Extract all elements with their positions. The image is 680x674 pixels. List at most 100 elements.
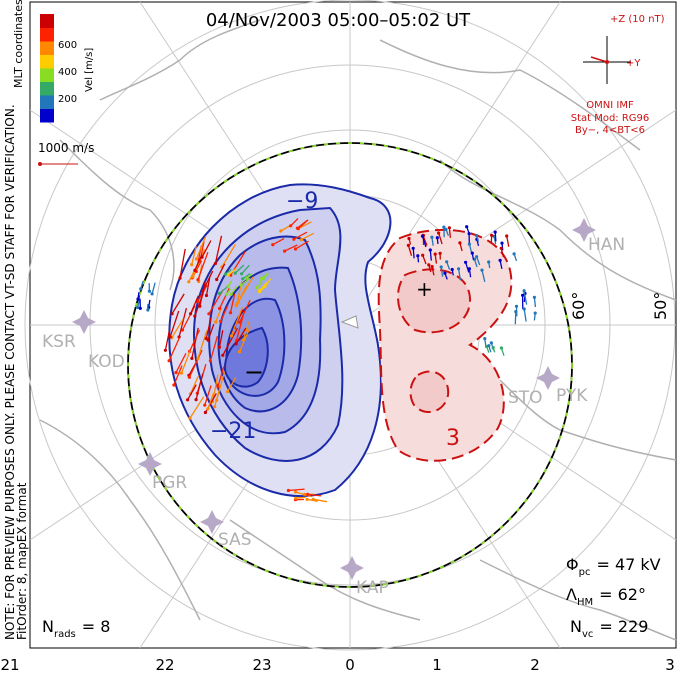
- velocity-vector-origin: [271, 243, 275, 247]
- velocity-vector-origin: [178, 276, 182, 280]
- velocity-vector: [218, 286, 228, 295]
- velocity-vector-origin: [490, 233, 494, 237]
- velocity-vector-origin: [283, 249, 287, 253]
- velocity-vector-origin: [435, 236, 439, 240]
- velocity-vector-origin: [521, 293, 525, 297]
- imf-condition: By−, 4<BT<6: [575, 125, 645, 136]
- velocity-vector-origin: [186, 398, 190, 402]
- velocity-vector: [288, 488, 305, 492]
- velocity-vector-origin: [217, 291, 221, 296]
- velocity-vector: [284, 244, 298, 252]
- velocity-vector: [280, 224, 291, 232]
- velocity-vector-origin: [240, 272, 244, 276]
- velocity-vector-origin: [294, 490, 298, 494]
- velocity-vector-origin: [172, 383, 176, 387]
- velocity-vector: [533, 297, 537, 308]
- velocity-vector-origin: [296, 227, 300, 231]
- velocity-vector-origin: [522, 289, 526, 293]
- mlt-tick-22: 22: [155, 656, 174, 674]
- velocity-vector-origin: [421, 253, 425, 257]
- velocity-vector-origin: [437, 231, 441, 235]
- contour-label-top: −9: [286, 189, 318, 214]
- velocity-vector-origin: [406, 243, 410, 247]
- velocity-vector-origin: [190, 356, 194, 360]
- velocity-vector: [171, 293, 185, 315]
- colorbar-swatch: [40, 14, 54, 28]
- velocity-vector: [260, 273, 269, 282]
- velocity-vector-origin: [416, 254, 420, 258]
- colorbar-tick-200: 200: [58, 94, 77, 105]
- velocity-vector: [219, 288, 230, 309]
- velocity-vector: [197, 330, 208, 359]
- velocity-vector-origin: [136, 305, 140, 310]
- lat-label-50: 50°: [651, 292, 670, 320]
- velocity-vector: [448, 227, 452, 238]
- velocity-vector: [175, 353, 187, 373]
- velocity-vector: [189, 396, 205, 419]
- velocity-vector: [189, 375, 199, 395]
- velocity-vector-origin: [204, 293, 209, 298]
- velocity-vector: [437, 232, 443, 245]
- velocity-vector: [523, 308, 527, 322]
- colorbar-tick-400: 400: [58, 67, 77, 78]
- velocity-vector-origin: [206, 407, 210, 411]
- station-pyk: PYK: [556, 386, 588, 406]
- velocity-vector-origin: [215, 277, 219, 282]
- velocity-vector-origin: [229, 334, 233, 338]
- velocity-vector-origin: [464, 260, 468, 264]
- velocity-vector-origin: [470, 251, 474, 255]
- station-han: HAN: [588, 235, 625, 255]
- velocity-vector-origin: [487, 344, 491, 348]
- velocity-vector-origin: [532, 295, 537, 299]
- velocity-vector-origin: [489, 341, 493, 345]
- velocity-vector-origin: [234, 342, 238, 346]
- velocity-vector: [230, 286, 238, 295]
- velocity-vector-origin: [241, 277, 245, 281]
- mlt-tick-23: 23: [252, 656, 271, 674]
- station-sto: STO: [508, 388, 543, 408]
- velocity-vector-origin: [194, 398, 198, 402]
- velocity-vector-origin: [196, 278, 200, 282]
- velocity-vector-origin: [239, 283, 243, 287]
- velocity-vector: [188, 349, 203, 378]
- velocity-vector-origin: [475, 234, 479, 238]
- velocity-vector: [307, 493, 322, 497]
- velocity-vector-origin: [213, 261, 217, 266]
- velocity-vector-origin: [444, 227, 448, 231]
- station-ksr: KSR: [42, 332, 76, 352]
- lat-label-60: 60°: [569, 292, 588, 320]
- velocity-vector: [201, 240, 212, 258]
- svg-text:ΛHM= 62°: ΛHM = 62°: [566, 585, 646, 608]
- velocity-vector-origin: [198, 304, 202, 308]
- velocity-vector: [222, 327, 238, 356]
- mlt-tick-1: 1: [432, 656, 442, 674]
- velocity-colorbar: [40, 14, 54, 123]
- colorbar-label: Vel [m/s]: [84, 48, 95, 92]
- colorbar-swatch: [40, 68, 54, 82]
- velocity-vector-origin: [428, 248, 432, 252]
- velocity-vector-origin: [499, 246, 503, 250]
- velocity-vector: [240, 277, 251, 286]
- velocity-vector: [272, 238, 285, 246]
- positive-potential-cell: [377, 228, 513, 462]
- velocity-vector-origin: [217, 345, 221, 349]
- velocity-vector-origin: [163, 348, 167, 352]
- velocity-vector-origin: [533, 311, 537, 315]
- velocity-vector: [178, 307, 188, 338]
- velocity-vector-origin: [420, 234, 425, 238]
- coastlines: [39, 19, 677, 641]
- velocity-vector: [421, 236, 427, 248]
- map-title: 04/Nov/2003 05:00–05:02 UT: [206, 10, 471, 31]
- velocity-vector: [207, 323, 215, 341]
- svg-text:Φpc= 47 kV: Φpc = 47 kV: [566, 555, 661, 578]
- velocity-vector-origin: [491, 346, 495, 350]
- velocity-vector-origin: [221, 353, 225, 357]
- velocity-vector: [180, 349, 191, 374]
- velocity-vector: [241, 264, 250, 275]
- velocity-vector: [440, 266, 444, 277]
- velocity-vector-origin: [207, 312, 211, 316]
- velocity-vector-origin: [263, 284, 267, 289]
- imf-source: OMNI IMF: [586, 100, 634, 111]
- velocity-vector-origin: [196, 357, 200, 361]
